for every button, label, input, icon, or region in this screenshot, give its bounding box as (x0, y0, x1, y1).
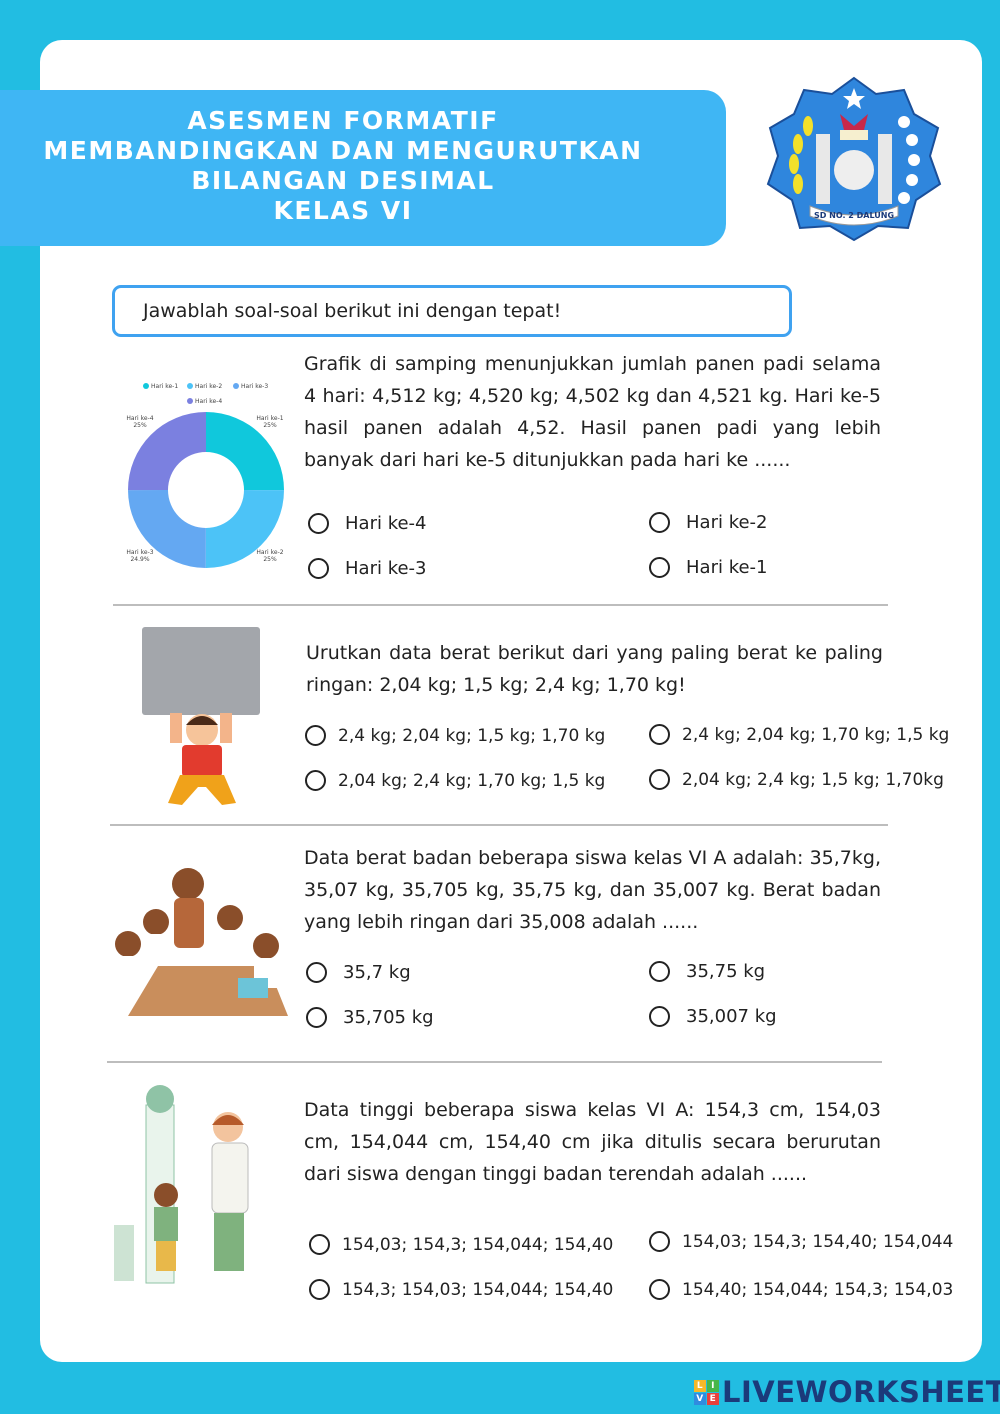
q4-option-c[interactable]: 154,3; 154,03; 154,044; 154,40 (309, 1279, 613, 1300)
option-label: 35,75 kg (686, 961, 766, 982)
legend-label: Hari ke-3 (241, 383, 268, 390)
title-line: KELAS VI (273, 196, 413, 225)
option-label: 154,03; 154,3; 154,044; 154,40 (342, 1234, 614, 1255)
legend-marker (233, 383, 239, 389)
option-label: 35,7 kg (343, 962, 411, 983)
legend-marker (143, 383, 149, 389)
slice-label: Hari ke-3 24.9% (126, 549, 153, 563)
weightlifter-illustration (142, 627, 260, 805)
option-label: 154,40; 154,044; 154,3; 154,03 (682, 1279, 954, 1300)
option-label: 35,007 kg (686, 1006, 777, 1027)
q2-option-b[interactable]: 2,4 kg; 2,04 kg; 1,70 kg; 1,5 kg (649, 724, 949, 745)
radio-button[interactable] (305, 770, 326, 791)
radio-button[interactable] (649, 1006, 670, 1027)
donut-slice-1 (206, 412, 284, 491)
option-label: 154,3; 154,03; 154,044; 154,40 (342, 1279, 614, 1300)
donut-slice-4 (128, 412, 206, 491)
q1-option-d[interactable]: Hari ke-1 (649, 557, 768, 578)
q4-option-b[interactable]: 154,03; 154,3; 154,40; 154,044 (649, 1231, 953, 1252)
legend-marker (187, 398, 193, 404)
q1-option-a[interactable]: Hari ke-4 (308, 513, 427, 534)
school-logo: SD NO. 2 DALUNG (766, 76, 942, 242)
radio-button[interactable] (309, 1279, 330, 1300)
divider (110, 824, 888, 826)
classroom-illustration (115, 868, 288, 1016)
option-label: 154,03; 154,3; 154,40; 154,044 (682, 1231, 954, 1252)
legend-label: Hari ke-1 (151, 383, 178, 390)
question-3-text: Data berat badan beberapa siswa kelas VI… (304, 847, 881, 933)
radio-button[interactable] (649, 557, 670, 578)
radio-button[interactable] (649, 724, 670, 745)
option-label: Hari ke-1 (686, 557, 768, 578)
radio-button[interactable] (649, 1279, 670, 1300)
radio-button[interactable] (308, 513, 329, 534)
slice-label: Hari ke-1 25% (256, 415, 283, 429)
height-measurement-illustration (114, 1085, 249, 1284)
q2-option-c[interactable]: 2,04 kg; 2,4 kg; 1,70 kg; 1,5 kg (305, 770, 605, 791)
question-2-text: Urutkan data berat berikut dari yang pal… (306, 642, 883, 696)
legend-marker (187, 383, 193, 389)
title-line: MEMBANDINGKAN DAN MENGURUTKAN (43, 136, 643, 165)
donut-slice-3 (128, 490, 206, 568)
radio-button[interactable] (649, 769, 670, 790)
title-line: ASESMEN FORMATIF (187, 106, 499, 135)
q3-option-a[interactable]: 35,7 kg (306, 962, 411, 983)
radio-button[interactable] (649, 512, 670, 533)
divider (107, 1061, 882, 1063)
q1-option-b[interactable]: Hari ke-2 (649, 512, 768, 533)
slice-label: Hari ke-4 25% (126, 415, 153, 429)
question-4-text: Data tinggi beberapa siswa kelas VI A: 1… (304, 1099, 881, 1185)
q1-option-c[interactable]: Hari ke-3 (308, 558, 427, 579)
option-label: 2,4 kg; 2,04 kg; 1,70 kg; 1,5 kg (682, 724, 950, 745)
question-1-text: Grafik di samping menunjukkan jumlah pan… (304, 353, 881, 471)
q3-option-c[interactable]: 35,705 kg (306, 1007, 434, 1028)
radio-button[interactable] (309, 1234, 330, 1255)
q4-option-a[interactable]: 154,03; 154,3; 154,044; 154,40 (309, 1234, 613, 1255)
radio-button[interactable] (305, 725, 326, 746)
donut-chart: Hari ke-1 25% Hari ke-2 25% Hari ke-3 24.9% Ha… (126, 383, 284, 568)
option-label: 35,705 kg (343, 1007, 434, 1028)
donut-slice-2 (205, 490, 284, 568)
radio-button[interactable] (649, 1231, 670, 1252)
q3-option-d[interactable]: 35,007 kg (649, 1006, 777, 1027)
q4-option-d[interactable]: 154,40; 154,044; 154,3; 154,03 (649, 1279, 953, 1300)
liveworksheets-wordmark: LIVEWORKSHEETS (722, 1375, 1000, 1409)
option-label: Hari ke-2 (686, 512, 768, 533)
radio-button[interactable] (306, 1007, 327, 1028)
svg-text:SD NO. 2 DALUNG: SD NO. 2 DALUNG (814, 211, 894, 220)
option-label: 2,04 kg; 2,4 kg; 1,5 kg; 1,70kg (682, 769, 944, 790)
radio-button[interactable] (649, 961, 670, 982)
q2-option-d[interactable]: 2,04 kg; 2,4 kg; 1,5 kg; 1,70kg (649, 769, 944, 790)
option-label: 2,04 kg; 2,4 kg; 1,70 kg; 1,5 kg (338, 770, 606, 791)
legend-label: Hari ke-2 (195, 383, 222, 390)
instruction-box: Jawablah soal-soal berikut ini dengan te… (112, 285, 792, 337)
q2-option-a[interactable]: 2,4 kg; 2,04 kg; 1,5 kg; 1,70 kg (305, 725, 605, 746)
title-line: BILANGAN DESIMAL (191, 166, 495, 195)
option-label: Hari ke-4 (345, 513, 427, 534)
title-banner: ASESMEN FORMATIF MEMBANDINGKAN DAN MENGU… (0, 90, 726, 246)
slice-label: Hari ke-2 25% (256, 549, 283, 563)
radio-button[interactable] (308, 558, 329, 579)
option-label: Hari ke-3 (345, 558, 427, 579)
q3-option-b[interactable]: 35,75 kg (649, 961, 765, 982)
legend-label: Hari ke-4 (195, 398, 222, 405)
divider (113, 604, 888, 606)
option-label: 2,4 kg; 2,04 kg; 1,5 kg; 1,70 kg (338, 725, 606, 746)
radio-button[interactable] (306, 962, 327, 983)
